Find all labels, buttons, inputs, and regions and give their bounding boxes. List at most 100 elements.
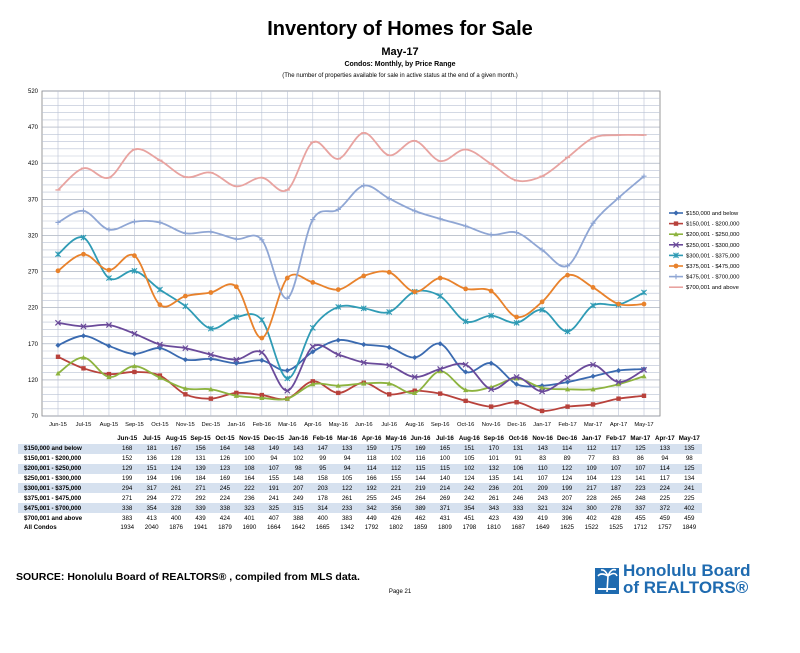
data-point [615,379,622,386]
chart-subtitle: Condos: Monthly, by Price Range [344,61,456,68]
table-cell: 112 [383,463,409,474]
x-tick-label: Mar-17 [584,422,602,428]
data-point [183,392,188,397]
data-point [259,357,265,363]
table-header-cell: Jan-17 [579,434,604,444]
data-point [513,373,520,381]
data-point [488,288,494,294]
table-cell: 315 [286,503,311,514]
data-point [615,195,622,201]
table-cell: 125 [677,463,702,474]
data-point [590,386,596,392]
data-point [462,361,469,368]
table-cell: 223 [628,483,653,494]
table-header-cell: Sep-16 [481,434,506,444]
x-tick-label: Aug-15 [100,422,119,428]
table-cell: 158 [310,473,335,484]
data-point [208,396,214,401]
y-tick-label: 220 [28,306,39,312]
table-cell: 396 [554,513,580,524]
table-cell: 94 [652,453,678,464]
table-cell: 148 [286,473,311,484]
table-header-cell: Jun-15 [115,434,140,444]
table-row: All Condos 1934 2040 1876 1941 1879 1690 1664 16… [18,523,702,533]
data-point [156,286,163,293]
table-cell: 300 [579,503,604,514]
data-point [462,318,469,325]
table-cell: 105 [457,453,482,464]
data-point [234,390,239,396]
table-cell: 169 [212,473,238,484]
data-point [284,275,290,281]
table-cell: 104 [579,473,604,484]
table-cell: 164 [212,443,238,454]
table-cell: 1849 [677,523,702,533]
legend-marker [672,241,680,248]
table-cell: 141 [628,473,653,484]
x-tick-label: Oct-15 [151,422,168,428]
data-point [55,370,61,376]
table-cell: 1809 [432,523,458,533]
data-point [539,299,545,305]
x-tick-label: May-16 [329,422,348,428]
table-header-cell: Jul-15 [139,434,164,444]
table-header-cell: Apr-17 [652,434,678,444]
x-tick-label: Jan-17 [533,422,551,428]
table-cell: 105 [334,473,360,484]
table-cell: 196 [163,473,189,484]
table-cell: 402 [677,503,702,514]
legend-label: $250,001 - $300,000 [686,243,740,249]
table-cell: 94 [334,453,360,464]
data-point [336,390,341,396]
table-cell: 123 [212,463,238,474]
data-point [132,369,137,375]
data-point [157,302,163,308]
data-point [437,366,444,373]
chart-note: (The number of properties available for … [282,73,518,79]
table-row-label: $700,001 and above [18,513,115,524]
data-point [335,383,341,388]
data-point [310,216,316,223]
y-tick-label: 120 [28,378,39,384]
table-row-label: $150,001 - $200,000 [18,453,115,464]
data-point [182,303,189,310]
series-line-3 [57,356,645,401]
data-point [233,360,239,366]
table-cell: 233 [334,503,360,514]
table-cell: 243 [530,493,555,504]
table-header-cell: Nov-15 [237,434,262,444]
table-cell: 217 [579,483,604,494]
data-point [539,408,545,414]
table-cell: 383 [115,513,140,524]
table-cell: 1879 [212,523,238,533]
table-cell: 181 [139,443,164,454]
data-point [564,263,571,269]
table-cell: 149 [261,443,287,454]
table-header-cell [18,434,115,444]
table-cell: 110 [530,463,555,474]
data-point [233,314,240,321]
inventory-data-table: Jun-15 Jul-15 Aug-15 Sep-15 Oct-15 Nov-15 Dec-… [18,434,702,533]
table-cell: 207 [286,483,311,494]
table-cell: 129 [115,463,140,474]
table-row-label: $300,001 - $375,000 [18,483,115,494]
data-point [284,396,290,401]
page-title: Inventory of Homes for Sale [267,18,533,40]
data-point [106,374,112,380]
legend-label: $200,001 - $250,000 [686,232,740,238]
table-cell: 116 [408,453,433,464]
data-point [105,321,112,329]
table-cell: 128 [163,453,189,464]
table-header-cell: May-16 [383,434,409,444]
data-point [590,285,596,290]
table-cell: 131 [506,443,531,454]
data-point [565,404,570,409]
table-cell: 1642 [286,523,311,533]
table-header-cell: May-17 [677,434,702,444]
table-cell: 151 [457,443,482,454]
table-cell: 194 [139,473,164,484]
data-point [182,230,188,236]
x-tick-label: Dec-16 [507,422,526,428]
legend-marker [673,231,679,237]
data-point [386,269,392,275]
